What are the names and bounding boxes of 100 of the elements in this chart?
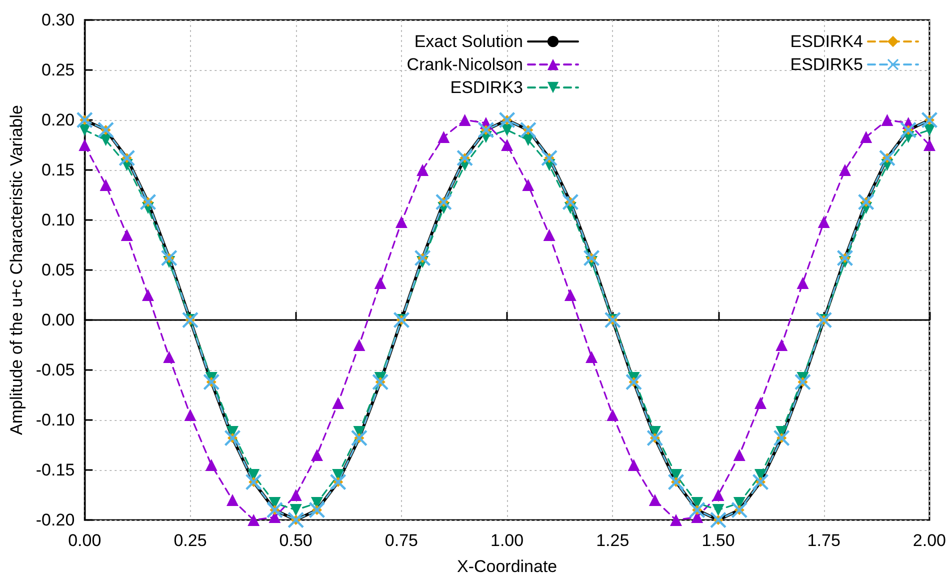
x-tick-label: 1.75 (807, 531, 840, 550)
point (712, 504, 724, 516)
legend-label: ESDIRK5 (790, 55, 863, 74)
point (142, 289, 154, 301)
point (246, 474, 262, 490)
y-tick-label: 0.00 (42, 310, 75, 330)
point (163, 351, 176, 363)
point (140, 194, 156, 210)
point (710, 512, 726, 528)
point (646, 430, 663, 446)
point (501, 139, 514, 151)
point (754, 397, 766, 409)
x-tick-label: 1.25 (596, 531, 630, 550)
point (668, 474, 684, 490)
point (670, 514, 682, 526)
y-tick-label: 0.10 (42, 210, 75, 230)
point (118, 150, 135, 166)
point (353, 339, 366, 351)
point (818, 216, 830, 228)
point (879, 150, 896, 166)
point (414, 250, 431, 266)
point (923, 139, 936, 151)
point (776, 339, 788, 351)
point (689, 502, 706, 518)
point (458, 114, 471, 126)
point (416, 164, 429, 176)
point (395, 216, 408, 228)
y-tick-label: -0.15 (36, 460, 75, 480)
x-tick-label: 2.00 (912, 531, 946, 550)
y-tick-label: 0.25 (42, 60, 75, 80)
y-tick-label: 0.15 (42, 160, 75, 180)
point (921, 112, 938, 128)
x-tick-label: 0.25 (174, 531, 207, 550)
point (372, 374, 388, 390)
point (522, 179, 534, 191)
point (794, 374, 811, 390)
point (752, 474, 768, 490)
point (584, 250, 600, 266)
legend-label: Exact Solution (414, 32, 523, 51)
point (374, 277, 386, 289)
y-tick-label: 0.05 (42, 260, 75, 280)
point (733, 449, 746, 461)
point (438, 131, 450, 143)
point (564, 289, 576, 301)
point (562, 194, 578, 210)
point (351, 430, 368, 446)
point (436, 194, 452, 210)
y-tick-label: 0.20 (42, 110, 75, 130)
x-tick-label: 1.00 (490, 531, 524, 550)
point (184, 409, 196, 421)
point (478, 122, 494, 138)
x-tick-label: 0.50 (279, 531, 312, 550)
point (78, 139, 91, 151)
point (100, 179, 112, 191)
point (838, 164, 851, 176)
point (900, 122, 916, 138)
point (628, 459, 640, 471)
point (203, 374, 220, 390)
point (288, 512, 304, 528)
point (499, 112, 516, 128)
point (541, 150, 558, 166)
legend-label: ESDIRK3 (450, 78, 523, 97)
x-axis-title: X-Coordinate (456, 557, 558, 576)
point (310, 449, 323, 461)
point (290, 504, 302, 516)
point (224, 430, 240, 446)
point (205, 459, 218, 471)
point (543, 229, 556, 241)
point (161, 250, 178, 266)
point (98, 122, 114, 138)
point (248, 514, 260, 526)
point (308, 502, 325, 518)
point (648, 494, 661, 506)
point (774, 430, 790, 446)
x-tick-label: 1.50 (702, 531, 735, 550)
point (731, 502, 748, 518)
y-tick-label: -0.05 (36, 360, 75, 380)
x-tick-label: 0.75 (384, 531, 418, 550)
point (606, 409, 619, 421)
y-tick-label: -0.10 (36, 410, 75, 430)
point (626, 374, 642, 390)
point (266, 502, 283, 518)
y-tick-label: -0.20 (36, 510, 75, 530)
point (332, 397, 344, 409)
point (290, 489, 302, 501)
point (712, 489, 724, 501)
point (836, 250, 853, 266)
point (330, 474, 346, 490)
point (881, 114, 894, 126)
point (860, 131, 872, 143)
legend-label: Crank-Nicolson (406, 55, 523, 74)
legend-label: ESDIRK4 (790, 32, 863, 51)
x-tick-label: 0.00 (68, 531, 102, 550)
point (586, 351, 598, 363)
point (858, 194, 874, 210)
y-tick-label: 0.30 (42, 10, 75, 30)
point (76, 112, 93, 128)
point (520, 122, 536, 138)
point (456, 150, 473, 166)
point (120, 229, 133, 241)
